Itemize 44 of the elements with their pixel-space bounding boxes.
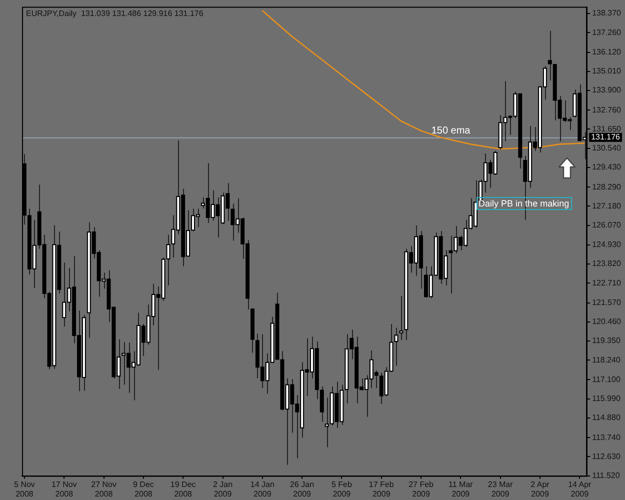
ref-line-label: 131.176 <box>591 132 621 142</box>
y-tick-label: 113.740 <box>592 432 621 442</box>
y-tick-label: 131.650 <box>592 124 622 134</box>
x-tick-label: 19 Dec 2008 <box>170 480 196 498</box>
x-tick-label: 11 Mar 2009 <box>448 480 474 498</box>
y-tick-label: 130.540 <box>592 144 622 153</box>
x-tick-label: 14 Jan 2009 <box>250 480 274 498</box>
x-tick-label: 17 Feb 2009 <box>368 480 394 498</box>
x-tick-label: 27 Feb 2009 <box>408 480 434 498</box>
x-tick-label: 27 Nov 2008 <box>91 480 116 498</box>
annotation: Daily PB in the making <box>478 198 570 208</box>
x-tick-label: 26 Jan 2009 <box>290 480 314 498</box>
y-tick-label: 137.260 <box>592 28 622 37</box>
x-tick-label: 5 Feb 2009 <box>331 480 352 498</box>
y-tick-label: 136.120 <box>592 47 622 56</box>
y-tick-label: 124.930 <box>592 240 622 250</box>
chart-title: EURJPY,Daily 131.039 131.486 129.916 131.176 <box>26 9 204 18</box>
x-tick-label: 17 Nov 2008 <box>51 480 77 498</box>
y-tick-label: 121.570 <box>592 298 622 307</box>
y-tick-label: 126.070 <box>592 220 622 230</box>
y-tick-label: 133.900 <box>592 86 622 95</box>
x-tick-label: 14 Apr 2009 <box>568 480 592 498</box>
y-tick-label: 135.010 <box>592 66 622 76</box>
x-tick-label: 2 Jan 2009 <box>212 480 233 498</box>
y-tick-label: 123.820 <box>592 259 622 268</box>
x-tick-label: 5 Nov 2008 <box>14 480 35 498</box>
y-tick-label: 120.460 <box>592 317 622 326</box>
y-tick-label: 132.760 <box>592 105 622 114</box>
y-tick-label: 128.290 <box>592 182 622 192</box>
x-tick-label: 2 Apr 2009 <box>530 480 550 498</box>
y-tick-label: 115.990 <box>592 394 621 404</box>
y-tick-label: 129.430 <box>592 162 622 172</box>
y-tick-label: 127.180 <box>592 201 622 210</box>
y-tick-label: 122.710 <box>592 278 622 288</box>
y-tick-label: 119.350 <box>592 336 621 346</box>
y-tick-label: 114.880 <box>592 413 621 422</box>
x-tick-label: 23 Mar 2009 <box>488 480 514 498</box>
y-tick-label: 117.100 <box>592 374 621 384</box>
y-tick-label: 112.630 <box>592 452 621 461</box>
y-tick-label: 118.240 <box>592 355 621 364</box>
series-label: 150 ema <box>431 125 471 136</box>
y-tick-label: 111.520 <box>592 471 620 480</box>
x-tick-label: 9 Dec 2008 <box>132 480 154 498</box>
y-tick-label: 138.370 <box>592 8 622 18</box>
